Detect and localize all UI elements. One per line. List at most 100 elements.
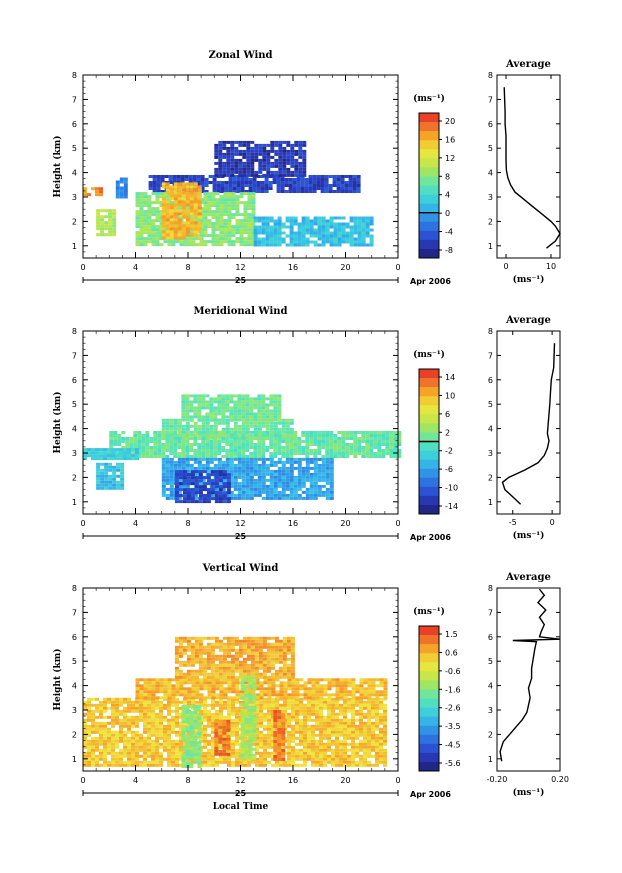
heatmap-cell [244,190,249,193]
heatmap-cell [274,149,279,153]
heatmap-cell [235,751,239,755]
heatmap-cell [261,406,266,410]
heatmap-cell [263,733,267,737]
heatmap-cell [151,733,155,737]
heatmap-cell [261,433,266,437]
heatmap-cell [278,140,283,144]
heatmap-cell [328,175,333,178]
heatmap-cell [189,233,194,237]
heatmap-cell [112,218,117,222]
heatmap-cell [219,715,223,719]
heatmap-cell [325,490,330,494]
heatmap-cell [91,715,95,719]
heatmap-cell [301,449,306,452]
heatmap-cell [226,152,231,156]
heatmap-cell [397,443,402,446]
heatmap-cell [135,724,139,728]
heatmap-cell [277,231,282,235]
heatmap-cell [269,457,274,461]
heatmap-cell [127,751,131,755]
heatmap-cell [305,443,310,446]
heatmap-cell [349,228,354,232]
heatmap-cell [203,757,207,761]
heatmap-cell [286,140,291,144]
heatmap-cell [226,161,231,165]
heatmap-cell [191,757,195,761]
heatmap-cell [221,460,226,464]
heatmap-cell [226,479,231,483]
heatmap-cell [261,400,266,404]
heatmap-cell [257,418,262,422]
heatmap-cell [235,225,240,229]
heatmap-cell [169,440,174,443]
heatmap-cell [303,745,307,749]
heatmap-cell [373,437,378,440]
heatmap-cell [239,231,244,235]
heatmap-cell [129,440,134,443]
heatmap-cell [189,415,194,419]
heatmap-cell [357,240,362,244]
heatmap-cell [229,427,234,431]
heatmap-cell [241,452,246,455]
heatmap-cell [242,170,247,174]
heatmap-cell [209,403,214,407]
heatmap-cell [269,225,274,229]
heatmap-cell [261,496,266,500]
heatmap-cell [259,742,263,746]
heatmap-cell [237,433,242,437]
heatmap-cell [197,221,202,225]
heatmap-cell [349,240,354,244]
colorbar-segment [419,468,439,479]
heatmap-cell [292,190,297,193]
heatmap-cell [233,394,238,398]
heatmap-cell [248,187,253,190]
heatmap-cell [201,466,206,470]
heatmap-cell [255,721,259,725]
heatmap-cell [245,478,250,482]
heatmap-cell [324,187,329,190]
heatmap-cell [229,412,234,416]
heatmap-cell [393,446,398,449]
heatmap-cell [139,204,144,208]
heatmap-cell [91,739,95,743]
heatmap-cell [271,745,275,749]
heatmap-cell [91,697,95,701]
heatmap-cell [305,463,310,467]
heatmap-cell [253,216,258,220]
heatmap-cell [234,152,239,156]
heatmap-cell [161,475,166,479]
heatmap-cell [155,748,159,752]
heatmap-cell [103,754,107,758]
heatmap-cell [293,219,298,223]
heatmap-cell [111,760,115,764]
heatmap-cell [269,234,274,238]
heatmap-cell [237,452,242,455]
heatmap-cell [323,730,327,734]
heatmap-cell [241,436,246,440]
heatmap-cell [197,424,202,428]
heatmap-cell [317,463,322,467]
heatmap-cell [83,703,87,707]
heatmap-cell [177,433,182,437]
heatmap-cell [397,455,402,458]
heatmap-cell [155,195,160,199]
average-profile-line [501,343,556,505]
heatmap-cell [329,216,334,220]
heatmap-cell [329,440,334,443]
heatmap-cell [269,409,274,413]
heatmap-cell [305,434,310,437]
heatmap-cell [333,237,338,241]
heatmap-cell [296,190,301,193]
heatmap-cell [301,466,306,470]
heatmap-cell [123,448,127,452]
heatmap-cell [277,457,282,461]
heatmap-cell [197,188,202,192]
heatmap-cell [323,700,327,704]
heatmap-cell [96,233,101,237]
heatmap-cell [155,763,159,767]
heatmap-cell [299,730,303,734]
heatmap-cell [227,219,232,223]
heatmap-cell [361,455,366,458]
heatmap-cell [356,190,361,193]
